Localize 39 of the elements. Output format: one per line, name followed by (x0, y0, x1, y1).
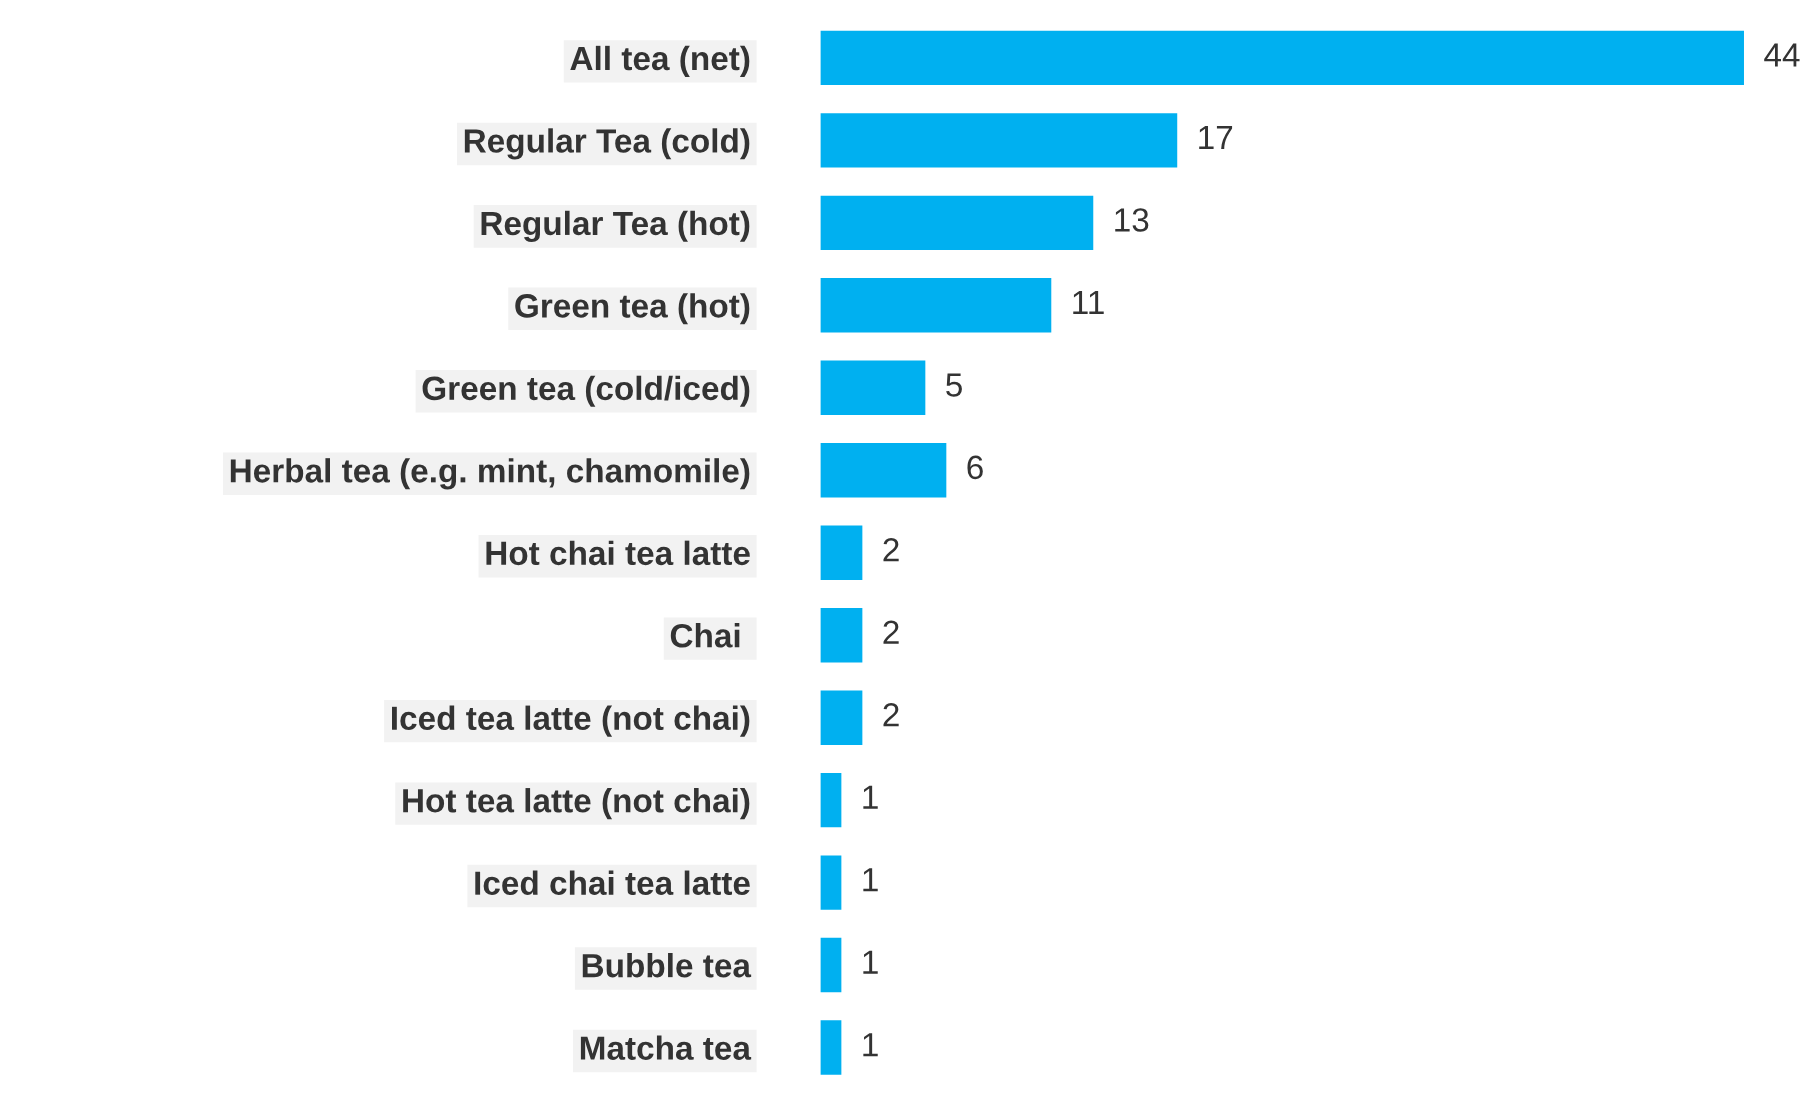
bar (820, 195, 1094, 251)
bar (820, 690, 863, 745)
bar (820, 30, 1744, 86)
y-tick-label: Iced tea latte (not chai) (392, 705, 750, 737)
data-label: 1 (863, 785, 878, 809)
bar (820, 443, 947, 498)
data-label: 44 (1764, 43, 1800, 67)
y-tick-label: Green tea (cold/iced) (422, 375, 750, 407)
bar (820, 772, 842, 828)
data-label: 1 (863, 868, 878, 892)
bar (820, 855, 842, 910)
bar (820, 360, 926, 415)
bar (820, 278, 1052, 333)
data-label: 13 (1115, 208, 1149, 232)
data-label: 17 (1199, 126, 1233, 149)
y-tick-label: Regular Tea (cold) (464, 128, 750, 160)
data-label: 2 (883, 538, 899, 562)
y-tick-label: Regular Tea (hot) (481, 210, 750, 242)
bar (820, 1020, 842, 1075)
bar (820, 937, 842, 993)
bar (820, 113, 1178, 168)
data-label: 2 (883, 703, 899, 727)
data-label: 6 (967, 455, 983, 480)
y-tick-label: Hot tea latte (not chai) (403, 788, 750, 820)
y-tick-label: Chai (670, 623, 740, 648)
y-tick-label: Hot chai tea latte (486, 540, 750, 566)
y-tick-label: Matcha tea (580, 1035, 752, 1060)
y-tick-label: Iced chai tea latte (475, 870, 750, 896)
y-tick-label: Herbal tea (e.g. mint, chamomile) (230, 458, 750, 490)
bar (820, 607, 863, 663)
data-label: 11 (1073, 291, 1104, 314)
data-label: 5 (946, 373, 962, 397)
bar (820, 525, 863, 580)
data-label: 2 (883, 620, 899, 644)
y-tick-label: All tea (net) (570, 45, 750, 77)
y-tick-label: Bubble tea (582, 953, 752, 978)
data-label: 1 (863, 1033, 878, 1057)
y-tick-label: Green tea (hot) (515, 293, 750, 325)
data-label: 1 (863, 950, 878, 974)
